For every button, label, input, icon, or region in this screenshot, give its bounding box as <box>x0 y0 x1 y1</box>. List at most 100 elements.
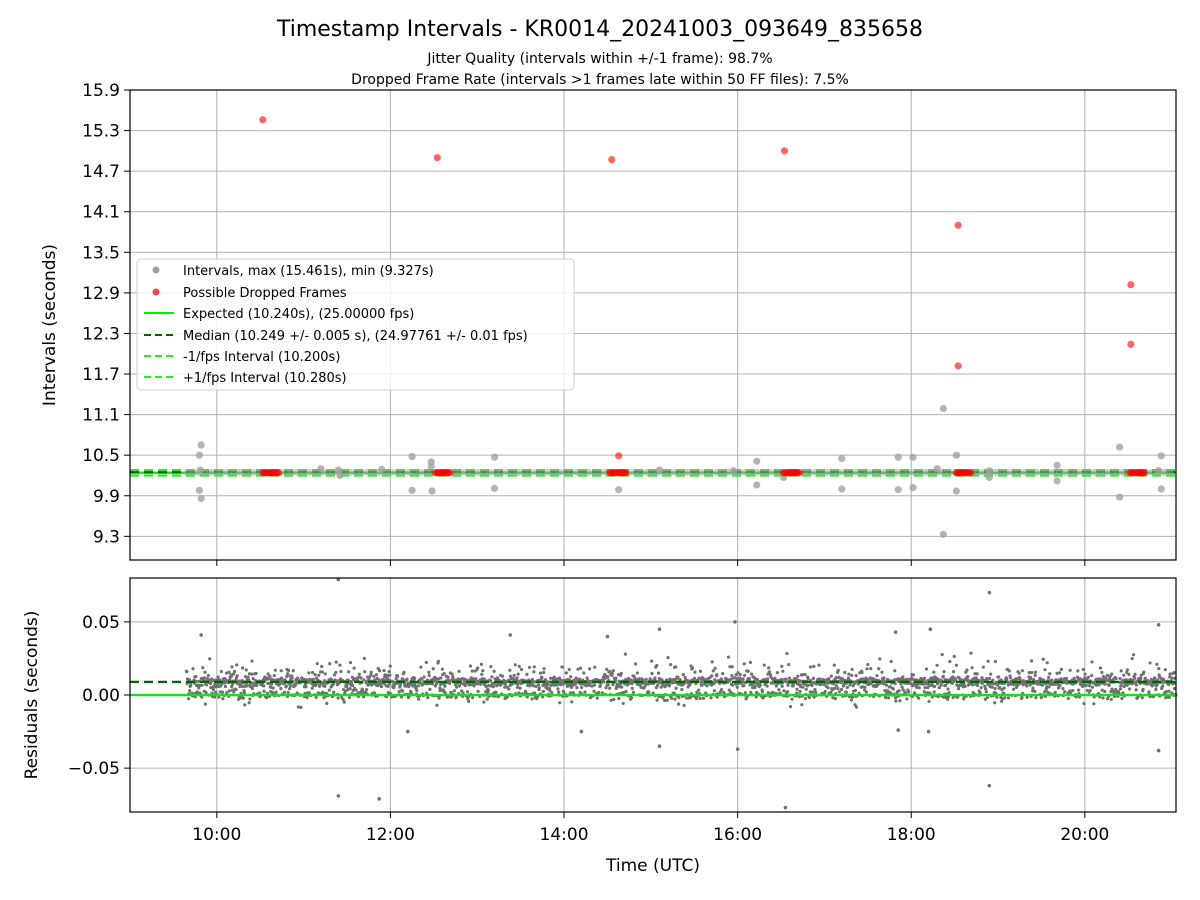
residual-point <box>427 670 431 674</box>
residual-point <box>517 664 521 668</box>
residual-point <box>928 627 933 631</box>
residual-point <box>839 687 844 692</box>
residual-point <box>946 687 950 691</box>
residual-point <box>288 684 292 688</box>
residual-point <box>989 672 993 676</box>
residual-point <box>191 667 195 671</box>
interval-point <box>823 468 831 477</box>
dropped-frame-point <box>1127 340 1135 348</box>
residual-point <box>362 678 366 682</box>
residual-point <box>743 691 747 695</box>
intervals-ytick-label: 9.3 <box>93 527 120 547</box>
residual-point <box>513 663 517 667</box>
residual-point <box>216 675 220 679</box>
residual-point <box>431 667 435 671</box>
interval-point <box>317 465 325 473</box>
residual-point <box>206 673 210 678</box>
residual-point <box>718 690 723 694</box>
residual-point <box>348 660 353 665</box>
interval-point <box>904 468 913 477</box>
residual-point <box>779 677 784 682</box>
residual-point <box>534 684 538 689</box>
residual-point <box>343 689 347 693</box>
residual-point <box>362 656 366 660</box>
residual-point <box>681 672 685 677</box>
interval-point <box>346 468 354 477</box>
residual-point <box>557 690 561 694</box>
residual-point <box>203 676 207 680</box>
residual-point <box>424 660 428 665</box>
interval-point <box>532 468 540 477</box>
residual-point <box>729 677 733 681</box>
residual-point <box>203 670 207 674</box>
residual-point <box>1012 687 1016 691</box>
residual-point <box>875 674 879 678</box>
residual-point <box>666 656 670 660</box>
residual-point <box>385 673 389 677</box>
residual-point <box>930 695 934 699</box>
residual-point <box>844 690 848 694</box>
residual-point <box>853 688 858 693</box>
residual-point <box>801 685 805 689</box>
residual-point <box>486 688 490 692</box>
interval-point <box>846 468 854 477</box>
residual-point <box>667 683 672 687</box>
residual-point <box>315 661 319 666</box>
residual-point <box>766 672 770 676</box>
interval-point <box>189 468 197 477</box>
residual-point <box>1106 697 1110 701</box>
residual-point <box>568 691 572 695</box>
residual-point <box>468 664 473 668</box>
residual-point <box>656 671 661 675</box>
residual-point <box>461 691 465 695</box>
residual-point <box>238 679 242 683</box>
residual-point <box>864 690 868 694</box>
interval-point <box>712 468 721 477</box>
interval-point <box>1079 468 1087 477</box>
residual-point <box>642 685 646 689</box>
residual-point <box>209 677 214 681</box>
residual-point <box>1090 673 1094 678</box>
residual-point <box>942 670 946 674</box>
residual-point <box>1032 678 1036 682</box>
residual-point <box>932 670 936 674</box>
interval-point <box>933 465 941 473</box>
residual-point <box>422 675 426 679</box>
residual-point <box>204 690 208 695</box>
residual-point <box>570 700 574 704</box>
residual-point <box>235 663 239 667</box>
residual-point <box>387 669 391 674</box>
residual-point <box>558 701 562 705</box>
residual-point <box>592 683 596 687</box>
residual-point <box>742 684 746 688</box>
residual-point <box>211 685 215 689</box>
residual-point <box>962 697 966 701</box>
residual-point <box>978 690 982 695</box>
residual-point <box>806 676 810 681</box>
residual-point <box>682 703 686 708</box>
residual-point <box>470 669 474 673</box>
residual-point <box>1121 681 1125 685</box>
residual-point <box>730 683 735 687</box>
residual-point <box>357 672 361 676</box>
interval-point <box>197 441 205 449</box>
residual-point <box>474 677 478 681</box>
residual-point <box>965 668 969 672</box>
residual-point <box>439 676 443 680</box>
residual-point <box>200 695 204 699</box>
residual-point <box>1020 669 1025 673</box>
residual-point <box>984 690 988 694</box>
residual-point <box>516 682 520 686</box>
residual-point <box>926 729 931 734</box>
residual-point <box>803 672 807 677</box>
residual-point <box>541 689 545 694</box>
residual-point <box>1043 668 1047 672</box>
interval-point <box>974 468 982 477</box>
residual-point <box>1156 748 1161 753</box>
residual-point <box>817 663 821 667</box>
residual-point <box>884 696 888 700</box>
residual-point <box>941 674 945 678</box>
residual-point <box>897 689 901 693</box>
residual-point <box>560 665 564 669</box>
residual-point <box>943 683 948 687</box>
